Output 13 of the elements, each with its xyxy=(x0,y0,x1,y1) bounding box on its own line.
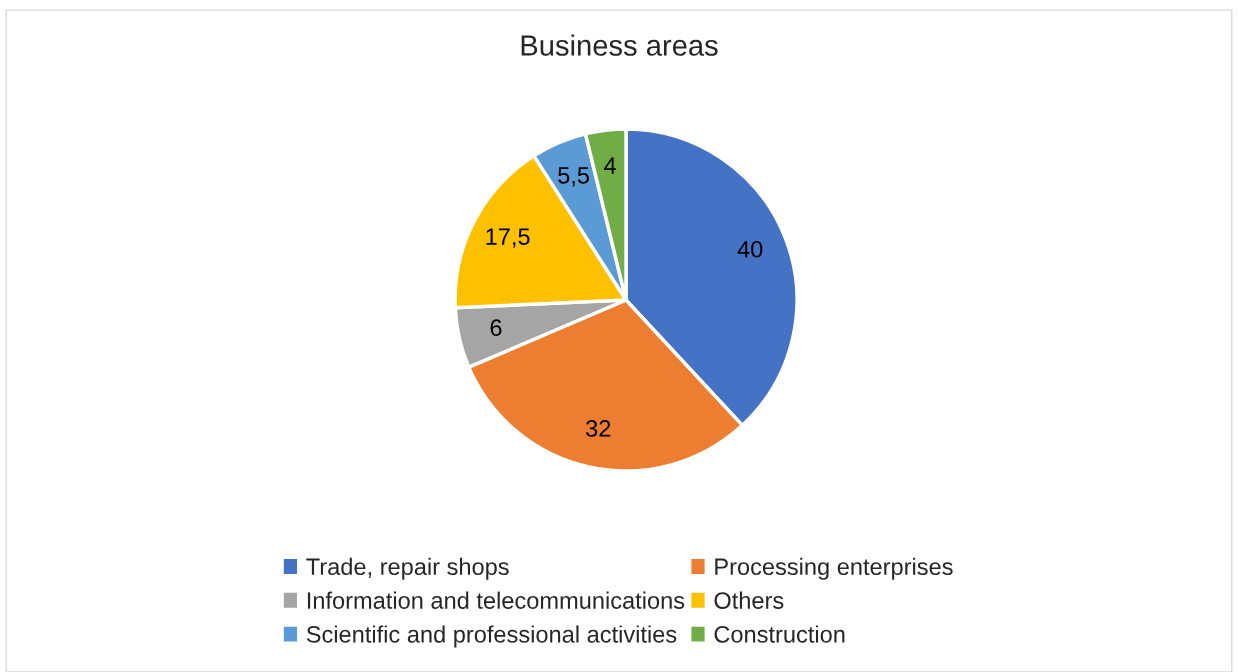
data-label: 6 xyxy=(490,319,502,337)
data-label: 32 xyxy=(586,420,611,437)
legend-label: Construction xyxy=(714,625,845,643)
legend-label: Information and telecommunications xyxy=(307,591,685,609)
legend-label: Scientific and professional activities xyxy=(306,625,677,648)
legend-label: Others xyxy=(714,591,784,609)
legend-label: Processing enterprises xyxy=(715,557,953,580)
legend-label: Trade, repair shops xyxy=(306,557,509,580)
chart-title: Business areas xyxy=(521,34,718,56)
data-label: 4 xyxy=(604,157,616,174)
data-label: 17,5 xyxy=(486,228,530,248)
data-label: 40 xyxy=(737,240,763,258)
data-label: 5,5 xyxy=(558,167,589,187)
